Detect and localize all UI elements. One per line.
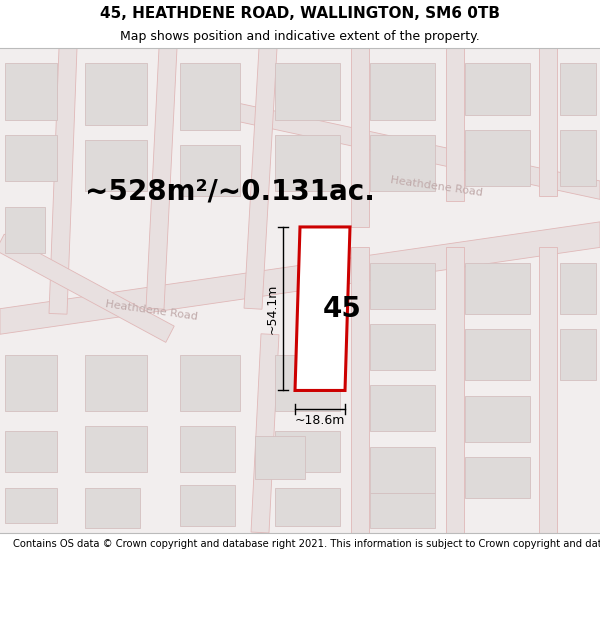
Bar: [275, 431, 340, 472]
Bar: [5, 135, 57, 181]
Bar: [5, 431, 57, 472]
Bar: [560, 329, 596, 380]
Text: Heathdene Road: Heathdene Road: [390, 174, 484, 198]
Bar: [465, 262, 530, 314]
Polygon shape: [295, 227, 350, 391]
Polygon shape: [0, 234, 174, 342]
Bar: [560, 262, 596, 314]
Bar: [275, 135, 340, 191]
Bar: [560, 64, 596, 114]
Polygon shape: [244, 48, 277, 309]
Bar: [180, 426, 235, 472]
Polygon shape: [49, 48, 77, 314]
Bar: [465, 457, 530, 498]
Polygon shape: [446, 48, 464, 201]
Bar: [85, 355, 147, 411]
Bar: [560, 130, 596, 186]
Bar: [275, 355, 340, 411]
Text: ~528m²/~0.131ac.: ~528m²/~0.131ac.: [85, 177, 375, 205]
Bar: [370, 324, 435, 370]
Bar: [85, 488, 140, 528]
Text: ~54.1m: ~54.1m: [266, 284, 279, 334]
Bar: [370, 386, 435, 431]
Bar: [5, 488, 57, 523]
Text: 45, HEATHDENE ROAD, WALLINGTON, SM6 0TB: 45, HEATHDENE ROAD, WALLINGTON, SM6 0TB: [100, 6, 500, 21]
Polygon shape: [251, 334, 279, 533]
Text: Contains OS data © Crown copyright and database right 2021. This information is : Contains OS data © Crown copyright and d…: [13, 539, 600, 549]
Bar: [465, 64, 530, 114]
Bar: [275, 488, 340, 526]
Polygon shape: [539, 48, 557, 196]
Text: Map shows position and indicative extent of the property.: Map shows position and indicative extent…: [120, 29, 480, 42]
Polygon shape: [539, 248, 557, 532]
Polygon shape: [220, 99, 600, 199]
Text: ~18.6m: ~18.6m: [295, 414, 345, 427]
Bar: [5, 206, 45, 252]
Polygon shape: [0, 222, 600, 334]
Bar: [370, 262, 435, 309]
Bar: [465, 329, 530, 380]
Bar: [180, 355, 240, 411]
Bar: [180, 486, 235, 526]
Bar: [85, 426, 147, 472]
Text: 45: 45: [323, 295, 362, 322]
Bar: [370, 492, 435, 528]
Bar: [85, 64, 147, 125]
Bar: [180, 64, 240, 130]
Bar: [5, 64, 57, 119]
Polygon shape: [351, 248, 369, 532]
Bar: [370, 447, 435, 493]
Bar: [465, 130, 530, 186]
Polygon shape: [351, 48, 369, 227]
Bar: [370, 135, 435, 191]
Bar: [85, 140, 147, 191]
Bar: [465, 396, 530, 441]
Bar: [370, 64, 435, 119]
Polygon shape: [146, 48, 177, 309]
Bar: [255, 436, 305, 479]
Bar: [180, 145, 240, 196]
Bar: [275, 64, 340, 119]
Polygon shape: [446, 248, 464, 532]
Text: Heathdene Road: Heathdene Road: [105, 299, 199, 322]
Bar: [5, 355, 57, 411]
